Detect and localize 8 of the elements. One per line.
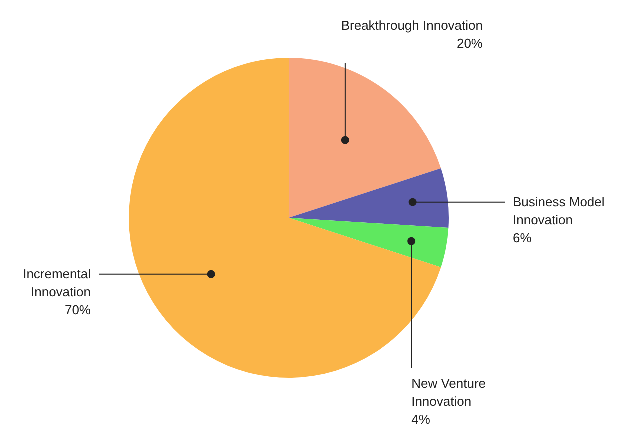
data-label: 70% — [64, 302, 92, 318]
slice-label: New Venture Innovation — [412, 376, 486, 409]
slice-label: Incremental Innovation — [23, 266, 92, 300]
data-label: 6% — [513, 230, 532, 246]
slice-label: Business Model Innovation — [513, 194, 605, 228]
slice-label: Breakthrough Innovation — [341, 18, 483, 33]
data-label: 4% — [412, 412, 431, 427]
data-label: 20% — [456, 36, 484, 51]
